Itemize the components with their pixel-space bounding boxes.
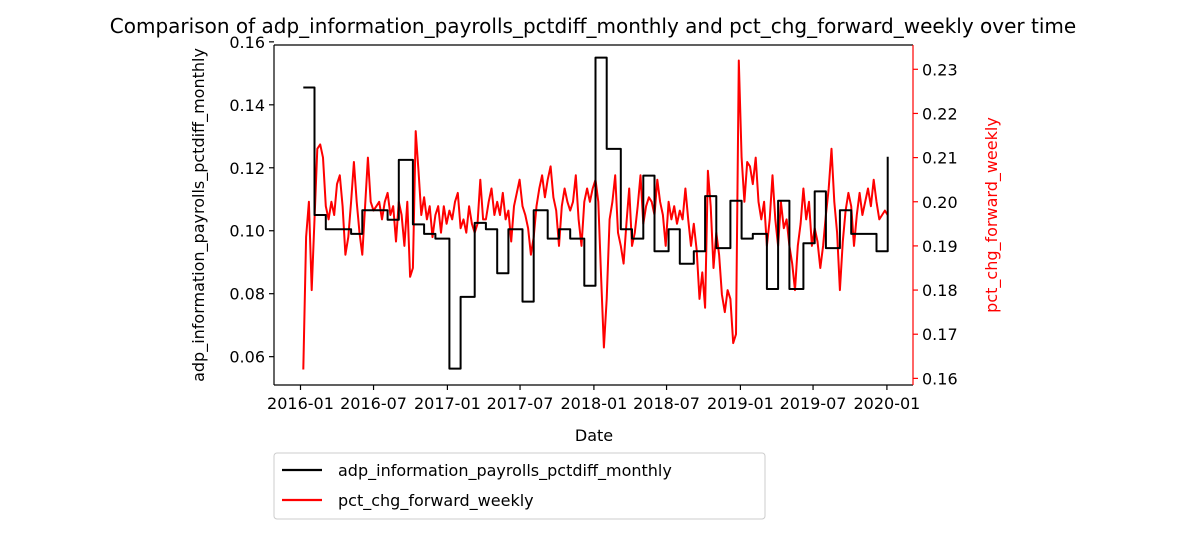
axes: 2016-01 2016-07 2017-01 2017-07 2018-01 2018-… bbox=[229, 33, 957, 413]
x-tick-label: 2019-07 bbox=[780, 394, 847, 413]
x-tick-label: 2016-01 bbox=[267, 394, 334, 413]
x-ticks: 2016-01 2016-07 2017-01 2017-07 2018-01 2018-… bbox=[267, 385, 920, 413]
y-right-tick-label: 0.23 bbox=[922, 60, 958, 79]
y-left-tick-label: 0.14 bbox=[229, 96, 265, 115]
y-left-tick-label: 0.16 bbox=[229, 33, 265, 52]
x-axis-label: Date bbox=[575, 426, 613, 445]
y-right-ticks: 0.16 0.17 0.18 0.19 0.20 0.21 0.22 0.23 bbox=[913, 60, 958, 388]
x-tick-label: 2019-01 bbox=[707, 394, 774, 413]
y-right-tick-label: 0.17 bbox=[922, 325, 958, 344]
legend-frame bbox=[273, 452, 766, 520]
series-line-left bbox=[303, 56, 889, 370]
chart-title: Comparison of adp_information_payrolls_p… bbox=[110, 14, 1076, 38]
y-left-axis-label: adp_information_payrolls_pctdiff_monthly bbox=[189, 48, 209, 382]
left-series-layer bbox=[303, 56, 889, 370]
x-tick-label: 2018-01 bbox=[560, 394, 627, 413]
y-right-tick-label: 0.22 bbox=[922, 104, 958, 123]
y-left-tick-label: 0.08 bbox=[229, 285, 265, 304]
y-left-tick-label: 0.12 bbox=[229, 159, 265, 178]
legend-label-right-series: pct_chg_forward_weekly bbox=[338, 491, 534, 511]
y-left-tick-label: 0.06 bbox=[229, 348, 265, 367]
x-tick-label: 2020-01 bbox=[853, 394, 920, 413]
y-right-tick-label: 0.16 bbox=[922, 369, 958, 388]
legend-label-left-series: adp_information_payrolls_pctdiff_monthly bbox=[338, 461, 672, 481]
y-right-tick-label: 0.21 bbox=[922, 149, 958, 168]
y-left-ticks: 0.06 0.08 0.10 0.12 0.14 0.16 bbox=[229, 33, 274, 367]
x-tick-label: 2017-07 bbox=[487, 394, 554, 413]
y-right-tick-label: 0.20 bbox=[922, 193, 958, 212]
x-tick-label: 2017-01 bbox=[414, 394, 481, 413]
y-right-tick-label: 0.18 bbox=[922, 281, 958, 300]
y-right-tick-label: 0.19 bbox=[922, 237, 958, 256]
x-tick-label: 2018-07 bbox=[633, 394, 700, 413]
legend: adp_information_payrolls_pctdiff_monthly… bbox=[273, 452, 766, 520]
x-tick-label: 2016-07 bbox=[340, 394, 407, 413]
y-left-tick-label: 0.10 bbox=[229, 222, 265, 241]
plot-area bbox=[302, 56, 889, 370]
y-right-axis-label: pct_chg_forward_weekly bbox=[982, 117, 1002, 313]
